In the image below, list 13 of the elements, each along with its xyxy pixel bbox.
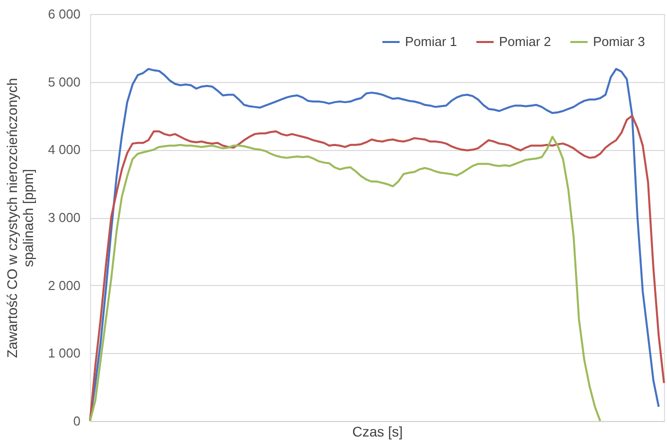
x-axis-title: Czas [s] <box>352 424 403 440</box>
y-tick-label: 2 000 <box>48 278 80 293</box>
y-tick-label: 4 000 <box>48 142 80 158</box>
y-tick-label: 6 000 <box>48 6 80 22</box>
line-series <box>89 136 602 422</box>
legend-label: Pomiar 1 <box>405 34 458 49</box>
y-tick-label: 5 000 <box>48 74 80 90</box>
y-axis-title: Zawartość CO w czystych nierozcieńczonych spalinach [ppm] <box>4 78 36 358</box>
y-tick-label: 3 000 <box>48 210 80 225</box>
legend-label: Pomiar 3 <box>593 34 646 49</box>
legend-label: Pomiar 2 <box>499 34 552 49</box>
y-tick-label: 0 <box>73 414 80 428</box>
y-tick-label: 1 000 <box>48 346 80 361</box>
